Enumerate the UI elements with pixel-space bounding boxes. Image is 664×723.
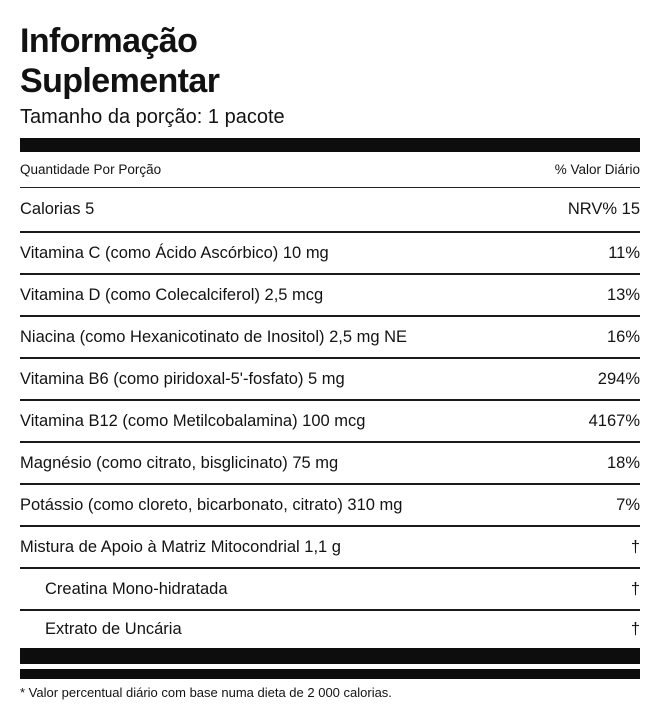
table-row: Creatina Mono-hidratada † bbox=[20, 569, 640, 611]
nutrient-name: Creatina Mono-hidratada bbox=[45, 579, 228, 598]
serving-size-text: Tamanho da porção: 1 pacote bbox=[20, 106, 285, 128]
table-row: Niacina (como Hexanicotinato de Inositol… bbox=[20, 317, 640, 359]
calories-row: Calorias 5 NRV% 15 bbox=[20, 188, 640, 233]
nutrient-name: Magnésio (como citrato, bisglicinato) 75… bbox=[20, 453, 339, 472]
separator-bar-bottom-thin bbox=[20, 669, 640, 679]
nutrient-value: 4167% bbox=[588, 411, 640, 430]
nutrient-name: Niacina (como Hexanicotinato de Inositol… bbox=[20, 327, 408, 346]
page-title: Informação Suplementar bbox=[20, 21, 640, 101]
nutrient-name: Mistura de Apoio à Matriz Mitocondrial 1… bbox=[20, 537, 341, 556]
nutrient-name: Vitamina B6 (como piridoxal-5'-fosfato) … bbox=[20, 369, 345, 388]
table-row: Magnésio (como citrato, bisglicinato) 75… bbox=[20, 443, 640, 485]
nutrient-name: Potássio (como cloreto, bicarbonato, cit… bbox=[20, 495, 403, 514]
separator-bar-bottom-thick bbox=[20, 648, 640, 664]
nutrient-value: 13% bbox=[606, 285, 640, 304]
nutrient-value: 294% bbox=[597, 369, 640, 388]
table-row: Extrato de Uncária † bbox=[20, 611, 640, 648]
calories-label: Calorias 5 bbox=[20, 200, 95, 218]
page-title-line-1: Informação bbox=[20, 22, 198, 60]
nutrient-name: Extrato de Uncária bbox=[45, 620, 182, 638]
amount-per-serving-header: Quantidade Por Porção bbox=[20, 162, 162, 177]
daily-value-header: % Valor Diário bbox=[554, 162, 640, 177]
nutrient-value: 7% bbox=[616, 495, 640, 514]
nutrient-value: 18% bbox=[606, 453, 640, 472]
table-row: Mistura de Apoio à Matriz Mitocondrial 1… bbox=[20, 527, 640, 569]
nutrient-value: † bbox=[630, 579, 640, 598]
separator-bar-top bbox=[20, 138, 640, 152]
page-title-line-2: Suplementar bbox=[20, 62, 220, 100]
nutrient-name: Vitamina C (como Ácido Ascórbico) 10 mg bbox=[20, 243, 329, 262]
calories-value: NRV% 15 bbox=[567, 200, 640, 218]
table-row: Potássio (como cloreto, bicarbonato, cit… bbox=[20, 485, 640, 527]
table-row: Vitamina B12 (como Metilcobalamina) 100 … bbox=[20, 401, 640, 443]
nutrient-value: 11% bbox=[608, 243, 640, 262]
nutrient-value: † bbox=[630, 537, 640, 556]
nutrient-name: Vitamina D (como Colecalciferol) 2,5 mcg bbox=[20, 285, 324, 304]
column-header-row: Quantidade Por Porção % Valor Diário bbox=[20, 152, 640, 188]
table-row: Vitamina D (como Colecalciferol) 2,5 mcg… bbox=[20, 275, 640, 317]
nutrient-name: Vitamina B12 (como Metilcobalamina) 100 … bbox=[20, 411, 366, 430]
table-row: Vitamina B6 (como piridoxal-5'-fosfato) … bbox=[20, 359, 640, 401]
nutrient-value: † bbox=[630, 620, 640, 638]
table-row: Vitamina C (como Ácido Ascórbico) 10 mg … bbox=[20, 233, 640, 275]
nutrient-value: 16% bbox=[606, 327, 640, 346]
daily-value-footnote: * Valor percentual diário com base numa … bbox=[20, 685, 392, 700]
